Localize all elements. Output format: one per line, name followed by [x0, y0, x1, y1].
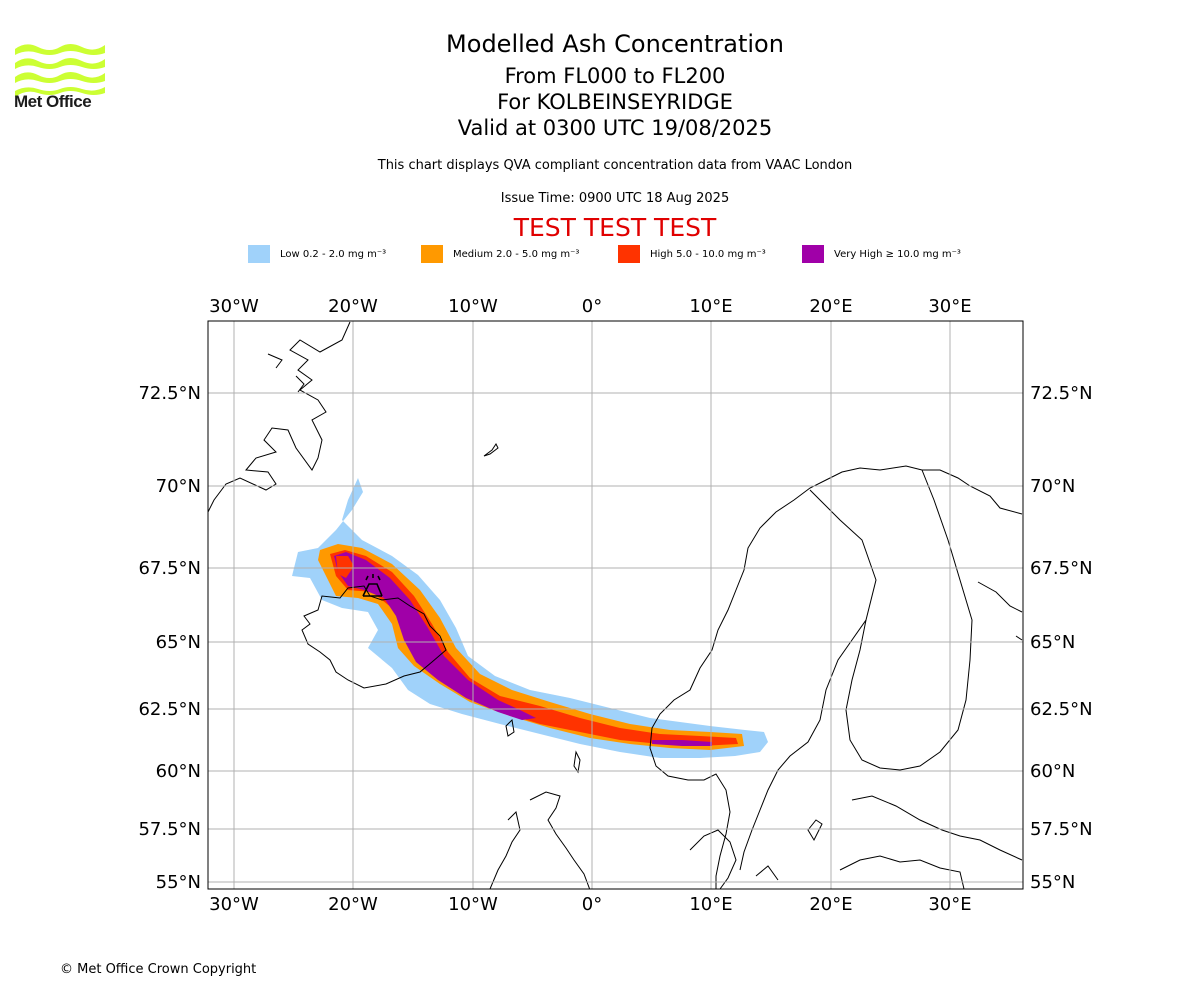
location-name: For KOLBEINSEYRIDGE: [497, 90, 733, 114]
legend-item-high: High 5.0 - 10.0 mg m⁻³: [618, 244, 766, 264]
lat-label: 65°N: [1030, 632, 1075, 653]
shetland: [573, 750, 581, 774]
lat-label: 60°N: [156, 761, 201, 782]
test-banner: TEST TEST TEST: [513, 213, 717, 242]
lat-label: 67.5°N: [138, 558, 201, 579]
lat-label: 65°N: [156, 632, 201, 653]
map-frame: [207, 320, 1024, 890]
legend-swatch-low: [248, 245, 270, 263]
lat-labels-right: 72.5°N 70°N 67.5°N 65°N 62.5°N 60°N 57.5…: [1030, 383, 1093, 893]
jan-mayen: [483, 443, 499, 457]
lon-label: 10°E: [689, 296, 732, 317]
lat-label: 60°N: [1030, 761, 1075, 782]
chart-title: Modelled Ash Concentration: [446, 30, 784, 58]
british-isles: [489, 791, 591, 889]
lat-label: 57.5°N: [1030, 819, 1093, 840]
faroe-islands: [505, 718, 515, 737]
legend: Low 0.2 - 2.0 mg m⁻³ Medium 2.0 - 5.0 mg…: [0, 244, 1200, 264]
legend-swatch-very-high: [802, 245, 824, 263]
legend-item-medium: Medium 2.0 - 5.0 mg m⁻³: [421, 244, 579, 264]
copyright: © Met Office Crown Copyright: [60, 962, 257, 977]
lon-labels-bottom: 30°W 20°W 10°W 0° 10°E 20°E 30°E: [209, 894, 971, 915]
lat-label: 62.5°N: [1030, 699, 1093, 720]
volcano-icon: [362, 574, 383, 597]
lon-label: 20°E: [809, 894, 852, 915]
denmark-coastline: [689, 829, 779, 889]
lat-label: 70°N: [156, 476, 201, 497]
lat-label: 55°N: [1030, 872, 1075, 893]
lon-labels-top: 30°W 20°W 10°W 0° 10°E 20°E 30°E: [209, 296, 971, 317]
greenland-coastline: [208, 321, 351, 513]
legend-label-high: High 5.0 - 10.0 mg m⁻³: [650, 248, 766, 260]
lon-label: 10°E: [689, 894, 732, 915]
lat-label: 70°N: [1030, 476, 1075, 497]
ash-low-region: [292, 478, 768, 758]
lon-label: 30°W: [209, 894, 259, 915]
lat-label: 57.5°N: [138, 819, 201, 840]
scandinavia-coastline: [649, 465, 1023, 889]
lon-label: 30°E: [928, 296, 971, 317]
legend-label-very-high: Very High ≥ 10.0 mg m⁻³: [834, 248, 961, 260]
legend-label-medium: Medium 2.0 - 5.0 mg m⁻³: [453, 248, 580, 260]
greenland-inlet: [267, 353, 305, 393]
lat-label: 62.5°N: [138, 699, 201, 720]
russia-coastline: [977, 581, 1023, 641]
met-office-logo-text: Met Office: [14, 92, 92, 111]
sweden-finland-border: [739, 489, 877, 871]
gotland: [807, 819, 823, 842]
lon-label: 0°: [582, 296, 602, 317]
met-office-logo: [15, 44, 105, 97]
lat-label: 67.5°N: [1030, 558, 1093, 579]
lat-label: 72.5°N: [138, 383, 201, 404]
finland-coastline: [845, 469, 973, 771]
legend-swatch-medium: [421, 245, 443, 263]
ash-very-high-region: [334, 552, 536, 720]
ash-purple-tip: [652, 740, 712, 746]
lon-label: 30°W: [209, 296, 259, 317]
legend-item-very-high: Very High ≥ 10.0 mg m⁻³: [802, 244, 961, 264]
lat-label: 72.5°N: [1030, 383, 1093, 404]
lon-label: 0°: [582, 894, 602, 915]
flight-levels: From FL000 to FL200: [504, 64, 726, 88]
lat-labels-left: 72.5°N 70°N 67.5°N 65°N 62.5°N 60°N 57.5…: [138, 383, 201, 893]
qva-subtitle: This chart displays QVA compliant concen…: [377, 158, 853, 173]
lat-label: 55°N: [156, 872, 201, 893]
lon-label: 20°E: [809, 296, 852, 317]
lon-label: 10°W: [448, 296, 498, 317]
lon-label: 30°E: [928, 894, 971, 915]
legend-item-low: Low 0.2 - 2.0 mg m⁻³: [248, 244, 386, 264]
baltic-coastline: [839, 795, 1023, 889]
gridlines: [208, 321, 1023, 889]
valid-time: Valid at 0300 UTC 19/08/2025: [457, 116, 773, 140]
issue-time: Issue Time: 0900 UTC 18 Aug 2025: [500, 191, 730, 206]
ash-high-core: [336, 556, 354, 578]
legend-label-low: Low 0.2 - 2.0 mg m⁻³: [280, 248, 387, 260]
lon-label: 20°W: [328, 894, 378, 915]
lon-label: 10°W: [448, 894, 498, 915]
legend-swatch-high: [618, 245, 640, 263]
iceland-coastline: [301, 585, 447, 689]
lon-label: 20°W: [328, 296, 378, 317]
